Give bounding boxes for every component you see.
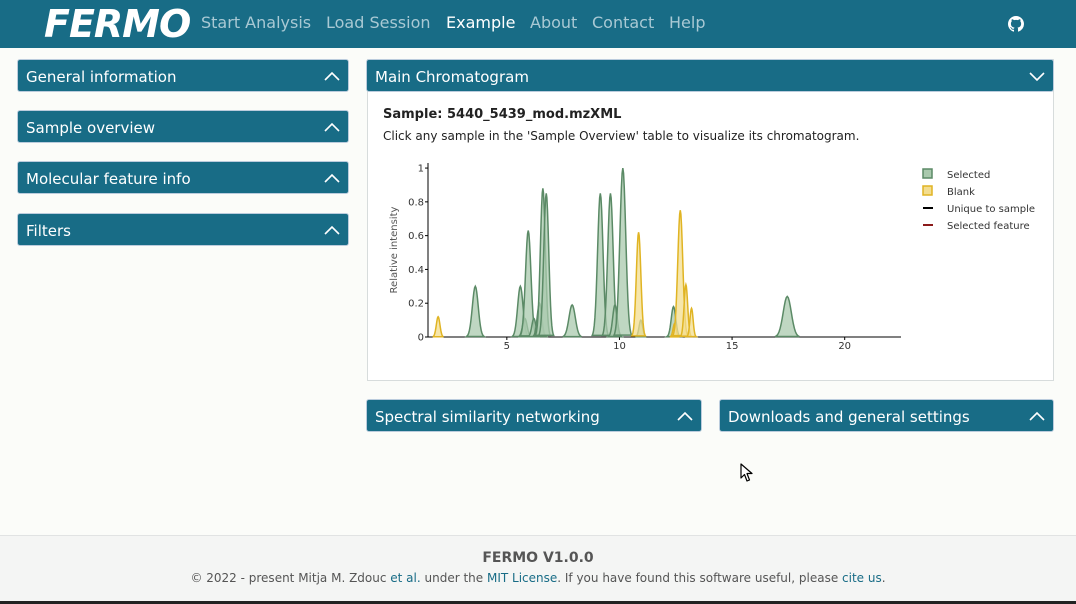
panel-label: Filters [26, 222, 71, 240]
et-al-link[interactable]: et al. [390, 571, 421, 585]
panel-downloads-settings[interactable]: Downloads and general settings [719, 399, 1054, 432]
nav-start-analysis[interactable]: Start Analysis [201, 13, 312, 32]
x-tick-label: 15 [726, 341, 739, 352]
github-icon[interactable] [1008, 16, 1024, 32]
footer [0, 535, 1076, 602]
peak[interactable] [562, 303, 582, 338]
peak[interactable] [464, 284, 487, 338]
y-tick-label: 0.2 [408, 299, 424, 310]
mit-license-link[interactable]: MIT License [486, 571, 558, 585]
nav-contact[interactable]: Contact [592, 13, 655, 32]
chevron-up-icon[interactable] [324, 224, 340, 236]
panel-label: Downloads and general settings [728, 408, 970, 426]
mouse-cursor-icon [740, 463, 753, 482]
panel-label: Spectral similarity networking [375, 408, 600, 426]
y-tick-label: 0.4 [408, 265, 424, 276]
nav-example[interactable]: Example [446, 13, 516, 32]
chevron-up-icon[interactable] [324, 172, 340, 184]
chevron-down-icon[interactable] [1029, 70, 1045, 82]
y-axis-label: Relative intensity [389, 206, 400, 293]
legend-label[interactable]: Blank [947, 187, 975, 198]
y-tick-label: 0.8 [408, 197, 424, 208]
panel-filters[interactable]: Filters [17, 213, 349, 246]
panel-label: Molecular feature info [26, 170, 191, 188]
footer-text: © 2022 - present Mitja M. Zdouc et al. u… [0, 571, 1076, 585]
sample-title: Sample: 5440_5439_mod.mzXML [383, 107, 622, 122]
chromatogram-card [367, 59, 1054, 381]
peak[interactable] [684, 306, 699, 338]
panel-molecular-feature-info[interactable]: Molecular feature info [17, 161, 349, 194]
peak[interactable] [612, 167, 633, 336]
panel-label: General information [26, 68, 177, 86]
panel-sample-overview[interactable]: Sample overview [17, 110, 349, 143]
peak[interactable] [537, 193, 555, 337]
window-bottom-border [0, 601, 1076, 604]
chart-legend[interactable]: Selected Blank Unique to sample Selected fe… [922, 168, 1035, 232]
chevron-up-icon[interactable] [324, 121, 340, 133]
nav-load-session[interactable]: Load Session [326, 13, 431, 32]
series-selected[interactable] [464, 167, 800, 338]
y-tick-label: 0.6 [408, 231, 424, 242]
footer-copyright: © 2022 - present Mitja M. Zdouc [190, 571, 391, 585]
legend-label[interactable]: Selected feature [947, 221, 1030, 232]
footer-text-2: under the [420, 571, 487, 585]
panel-label: Main Chromatogram [375, 68, 529, 86]
chevron-up-icon[interactable] [1029, 410, 1045, 422]
navbar: FERMO Start Analysis Load Session Exampl… [0, 0, 1076, 48]
y-tick-label: 0 [418, 333, 424, 344]
peak[interactable] [432, 315, 444, 338]
legend-swatch[interactable] [922, 168, 933, 179]
sample-hint: Click any sample in the 'Sample Overview… [383, 129, 860, 143]
footer-text-4: . [881, 571, 886, 585]
chevron-up-icon[interactable] [324, 70, 340, 82]
nav-about[interactable]: About [530, 13, 578, 32]
fermo-logo[interactable]: FERMO [44, 2, 191, 46]
chevron-up-icon[interactable] [677, 410, 693, 422]
panel-general-information[interactable]: General information [17, 59, 349, 92]
legend-swatch[interactable] [922, 185, 933, 196]
footer-title: FERMO V1.0.0 [482, 550, 594, 566]
series-blank[interactable] [432, 210, 699, 338]
x-tick-label: 5 [504, 341, 510, 352]
peak[interactable] [630, 232, 647, 337]
x-tick-label: 20 [838, 341, 851, 352]
x-tick-label: 10 [613, 341, 626, 352]
panel-spectral-similarity-networking[interactable]: Spectral similarity networking [366, 399, 702, 432]
y-tick-label: 1 [418, 164, 424, 175]
panel-main-chromatogram[interactable]: Main Chromatogram [366, 59, 1054, 92]
legend-label[interactable]: Selected [947, 170, 990, 181]
cite-us-link[interactable]: cite us [842, 571, 882, 585]
panel-label: Sample overview [26, 119, 156, 137]
legend-label[interactable]: Unique to sample [947, 204, 1035, 215]
chart-series[interactable] [432, 167, 800, 338]
peak[interactable] [774, 295, 800, 338]
nav-help[interactable]: Help [669, 13, 706, 32]
footer-text-3: . If you have found this software useful… [557, 571, 843, 585]
